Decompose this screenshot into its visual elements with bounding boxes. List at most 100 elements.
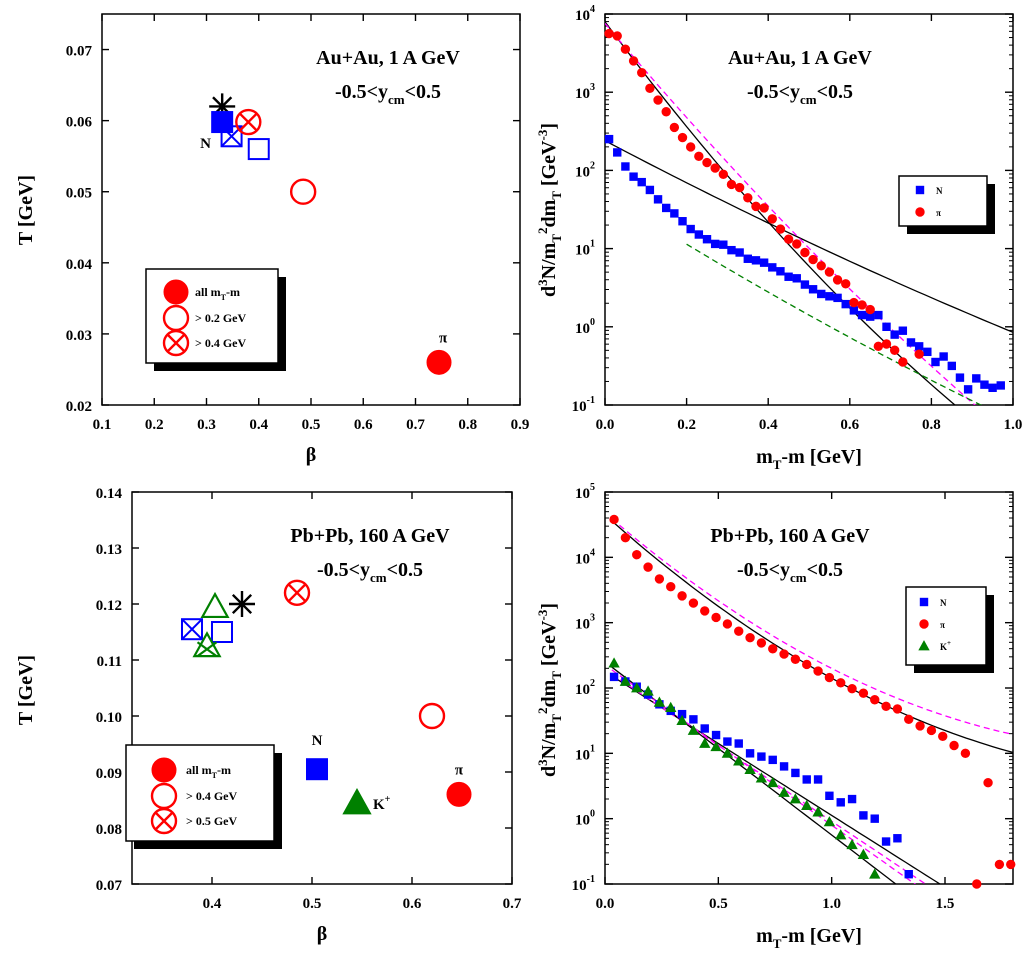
marker-tri	[767, 776, 779, 788]
data-point	[847, 794, 857, 804]
data-point	[789, 793, 802, 804]
data-point	[980, 380, 989, 389]
y-tick-label: 0.12	[96, 598, 122, 614]
data-point	[699, 737, 711, 748]
series-0	[604, 134, 1005, 394]
data-point	[881, 339, 892, 349]
fit-dash-N	[686, 243, 983, 405]
data-point	[192, 631, 222, 658]
data-point	[620, 44, 631, 54]
data-point	[783, 234, 794, 244]
marker-cross	[196, 641, 218, 658]
data-point	[812, 806, 824, 817]
series-2	[608, 657, 881, 879]
marker-tri	[857, 848, 870, 859]
data-point	[621, 162, 630, 171]
data-point	[719, 240, 728, 249]
data-point	[629, 172, 638, 181]
data-point	[735, 248, 744, 257]
data-point	[235, 108, 262, 136]
marker-tri	[631, 682, 643, 693]
x-tick-label: 0.5	[709, 896, 728, 912]
legend-label: all mT-m	[186, 763, 231, 780]
x-tick-label: 1.0	[1004, 417, 1023, 433]
data-point	[802, 659, 812, 670]
legend-marker	[915, 207, 925, 217]
data-point	[608, 657, 620, 668]
data-point	[604, 28, 614, 39]
data-point	[914, 349, 924, 359]
marker-box	[220, 125, 243, 148]
legend-label: all mT-m	[195, 285, 240, 302]
data-point	[893, 834, 902, 843]
data-point	[677, 709, 687, 719]
data-point	[881, 701, 891, 711]
x-tick-label: 0.3	[197, 417, 216, 433]
point-label: K+	[373, 794, 391, 813]
marker-tri	[342, 787, 372, 815]
data-point	[694, 230, 704, 239]
data-point	[904, 870, 913, 879]
x-tick-label: 0.1	[93, 417, 112, 433]
y-tick-label: 10-1	[572, 874, 595, 894]
panel-a: 0.1 0.2 0.3 0.4 0.5 0.6 0.7 0.8 0.9 0.02 0.03 0.04 0…	[15, 13, 529, 466]
data-point	[768, 644, 778, 654]
y-axis-title: T [GeV]	[15, 655, 37, 725]
data-point	[283, 579, 311, 606]
series-1	[604, 28, 924, 367]
data-point	[857, 310, 867, 320]
x-tick-label: 0.4	[759, 417, 778, 433]
data-point	[745, 749, 755, 758]
data-point	[342, 787, 372, 815]
legend-box	[898, 175, 988, 227]
x-axis-title: β	[306, 444, 317, 466]
data-point	[800, 247, 810, 258]
data-point	[846, 838, 858, 850]
data-point	[890, 330, 899, 339]
data-point	[874, 310, 883, 320]
data-point	[808, 254, 818, 265]
data-point	[889, 345, 900, 355]
data-point	[666, 582, 676, 592]
marker-tri	[642, 685, 654, 696]
y-tick-label: 0.11	[97, 654, 122, 670]
data-point	[892, 704, 903, 714]
data-point	[743, 254, 752, 263]
y-tick-label: 10-1	[572, 395, 595, 415]
x-tick-label: 0.5	[303, 896, 322, 912]
y-tick-label: 103	[575, 82, 595, 102]
rapidity-cut: -0.5<ycm<0.5	[747, 81, 853, 107]
data-point	[824, 672, 835, 683]
data-point	[609, 672, 619, 682]
data-point	[767, 214, 777, 224]
x-tick-label: 0.8	[922, 417, 941, 433]
x-tick-label: 0.6	[403, 896, 422, 912]
data-point	[727, 245, 736, 255]
panel-title: Pb+Pb, 160 A GeV	[710, 525, 870, 547]
y-tick-label: 104	[575, 547, 595, 567]
marker-ring	[283, 579, 311, 606]
y-tick-label: 0.09	[96, 766, 122, 782]
data-point	[784, 272, 793, 281]
data-point	[791, 768, 800, 778]
y-tick-label: 100	[575, 317, 595, 337]
data-point	[824, 267, 835, 277]
x-tick-label: 0.0	[596, 896, 615, 912]
panel-c: 0.4 0.5 0.6 0.7 0.07 0.08 0.09 0.10 0.11 0.12 0.13…	[15, 486, 522, 945]
data-point	[792, 239, 802, 249]
marker-tri	[653, 696, 666, 707]
marker-tri	[846, 838, 858, 850]
data-point	[938, 731, 948, 742]
marker-ring	[150, 807, 178, 835]
marker-ring	[162, 329, 190, 357]
fit-line-pi	[605, 21, 956, 405]
x-tick-label: 0.2	[677, 417, 696, 433]
data-point	[643, 562, 653, 572]
data-point	[923, 347, 932, 357]
data-point	[689, 715, 698, 724]
data-point	[869, 868, 881, 879]
data-point	[710, 740, 722, 752]
data-point	[726, 179, 737, 190]
marker-ring	[235, 108, 262, 136]
data-point	[779, 762, 789, 771]
